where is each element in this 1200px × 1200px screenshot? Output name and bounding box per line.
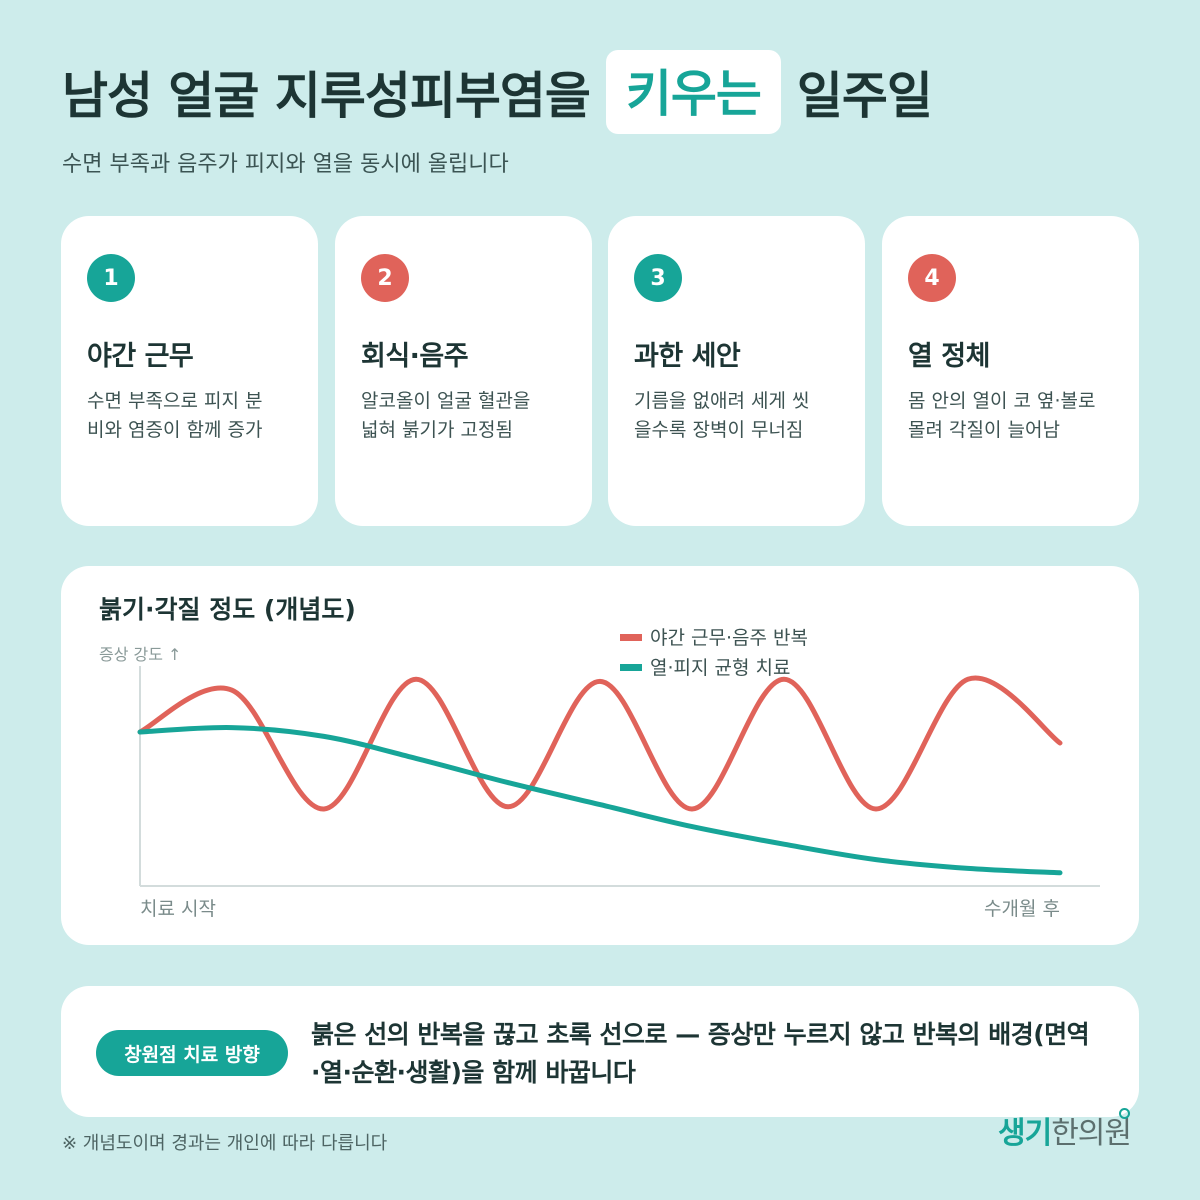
- x-axis-end-label: 수개월 후: [984, 898, 1060, 920]
- card-description: 수면 부족으로 피지 분 비와 염증이 함께 증가: [87, 387, 292, 445]
- card-description: 기름을 없애려 세게 씻 을수록 장벽이 무너짐: [634, 387, 839, 445]
- card-number-badge: 1: [87, 254, 135, 302]
- treatment-direction-card: 창원점 치료 방향 붉은 선의 반복을 끊고 초록 선으로 — 증상만 누르지 …: [61, 986, 1139, 1117]
- card-desc-line1: 수면 부족으로 피지 분: [87, 390, 263, 412]
- logo-dot-icon: [1119, 1108, 1130, 1119]
- logo-part2: 한의원: [1051, 1116, 1132, 1151]
- cause-card-3: 3 과한 세안 기름을 없애려 세게 씻 을수록 장벽이 무너짐: [608, 216, 865, 526]
- cause-card-4: 4 열 정체 몸 안의 열이 코 옆·볼로 몰려 각질이 늘어남: [882, 216, 1139, 526]
- card-title: 열 정체: [908, 341, 990, 372]
- card-desc-line2: 비와 염증이 함께 증가: [87, 419, 263, 441]
- card-desc-line2: 넓혀 붉기가 고정됨: [361, 419, 513, 441]
- legend-label-treatment: 열·피지 균형 치료: [650, 657, 790, 679]
- legend-label-repeat: 야간 근무·음주 반복: [650, 627, 808, 649]
- card-number-badge: 3: [634, 254, 682, 302]
- series-line-treatment: [137, 725, 1063, 876]
- legend-swatch-red: [620, 634, 642, 641]
- symptom-chart: 붉기·각질 정도 (개념도) 증상 강도 ↑ 치료 시작 수개월 후 야간 근무…: [99, 595, 1100, 920]
- card-title: 과한 세안: [634, 341, 741, 372]
- cause-cards: 1 야간 근무 수면 부족으로 피지 분 비와 염증이 함께 증가 2 회식·음…: [61, 216, 1139, 526]
- treatment-badge: 창원점 치료 방향: [96, 1030, 288, 1076]
- card-desc-line1: 기름을 없애려 세게 씻: [634, 390, 810, 412]
- card-desc-line2: 을수록 장벽이 무너짐: [634, 419, 804, 441]
- logo-part1: 생기: [998, 1116, 1052, 1151]
- treatment-text: 붉은 선의 반복을 끊고 초록 선으로 — 증상만 누르지 않고 반복의 배경(…: [311, 1016, 1111, 1092]
- legend-swatch-teal: [620, 664, 642, 671]
- card-description: 알코올이 얼굴 혈관을 넓혀 붉기가 고정됨: [361, 387, 566, 445]
- chart-title: 붉기·각질 정도 (개념도): [99, 595, 356, 624]
- card-desc-line2: 몰려 각질이 늘어남: [908, 419, 1060, 441]
- card-number-badge: 4: [908, 254, 956, 302]
- treatment-text-line2: ·열·순환·생활)을 함께 바꿉니다: [311, 1058, 636, 1087]
- cause-card-1: 1 야간 근무 수면 부족으로 피지 분 비와 염증이 함께 증가: [61, 216, 318, 526]
- footnote: ※ 개념도이며 경과는 개인에 따라 다릅니다: [62, 1133, 388, 1154]
- title-highlight: 키우는: [605, 50, 781, 134]
- card-description: 몸 안의 열이 코 옆·볼로 몰려 각질이 늘어남: [908, 387, 1113, 445]
- chart-legend: 야간 근무·음주 반복 열·피지 균형 치료: [620, 627, 808, 679]
- title-row: 남성 얼굴 지루성피부염을 키우는 일주일: [62, 50, 933, 134]
- series-line-repeat: [137, 675, 1063, 812]
- card-number-badge: 2: [361, 254, 409, 302]
- card-title: 야간 근무: [87, 341, 194, 372]
- chart-card: 붉기·각질 정도 (개념도) 증상 강도 ↑ 치료 시작 수개월 후 야간 근무…: [61, 566, 1139, 945]
- y-axis-label: 증상 강도 ↑: [99, 645, 181, 664]
- card-desc-line1: 알코올이 얼굴 혈관을: [361, 390, 531, 412]
- page-title-end: 일주일: [796, 67, 933, 125]
- treatment-text-line1: 붉은 선의 반복을 끊고 초록 선으로 — 증상만 누르지 않고 반복의 배경(…: [311, 1020, 1090, 1049]
- x-axis-start-label: 치료 시작: [140, 898, 216, 920]
- clinic-logo: 생기한의원: [998, 1108, 1132, 1152]
- page-title: 남성 얼굴 지루성피부염을: [62, 67, 591, 125]
- card-desc-line1: 몸 안의 열이 코 옆·볼로: [908, 390, 1096, 412]
- cause-card-2: 2 회식·음주 알코올이 얼굴 혈관을 넓혀 붉기가 고정됨: [335, 216, 592, 526]
- card-title: 회식·음주: [361, 341, 469, 372]
- page-subtitle: 수면 부족과 음주가 피지와 열을 동시에 올립니다: [62, 152, 509, 177]
